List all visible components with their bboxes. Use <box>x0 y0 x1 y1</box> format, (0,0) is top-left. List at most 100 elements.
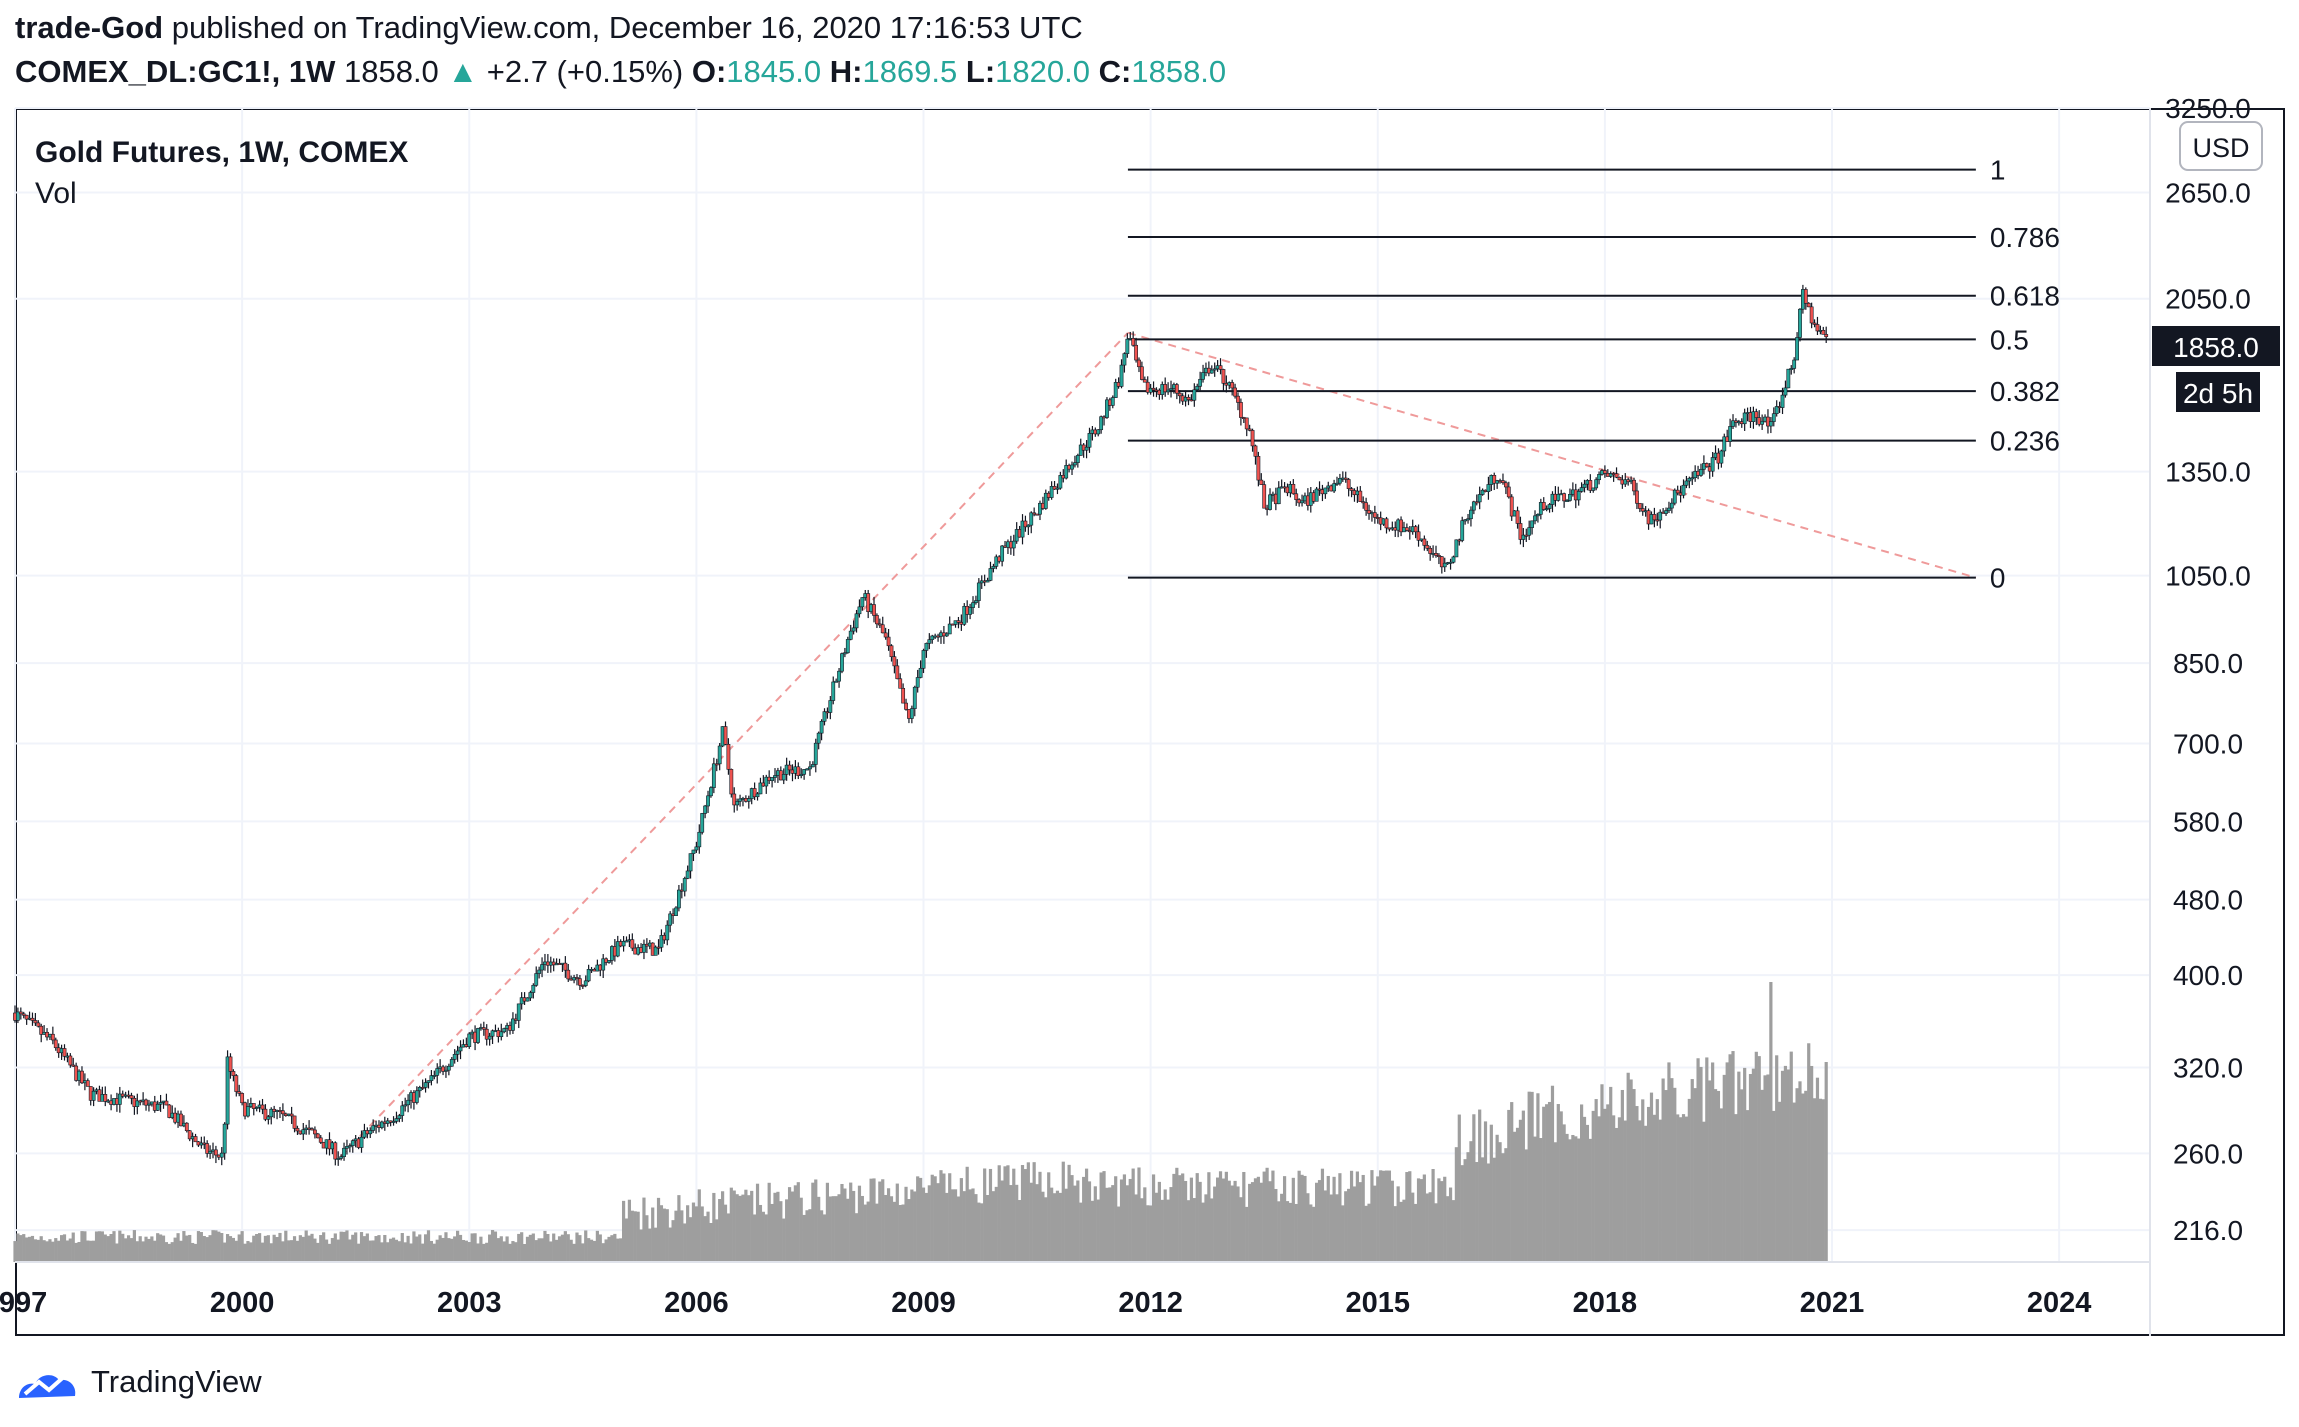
candle-body <box>295 1128 300 1132</box>
candle-body <box>50 1033 55 1041</box>
tradingview-footer[interactable]: TradingView <box>15 1362 262 1402</box>
x-tick-label: 2012 <box>1118 1287 1183 1319</box>
volume-bar <box>1533 1136 1537 1262</box>
volume-bar <box>426 1230 431 1262</box>
candle-body <box>1119 364 1124 387</box>
volume-bar <box>1315 1182 1319 1262</box>
volume-bar <box>112 1231 116 1262</box>
candle-body <box>455 1050 460 1055</box>
candle-body <box>516 1003 521 1021</box>
candle-body <box>703 805 708 814</box>
candle-body <box>974 600 978 604</box>
volume-bar <box>1003 1166 1007 1262</box>
candle-body <box>1259 479 1264 485</box>
candle-body <box>1672 489 1677 504</box>
volume-bar <box>188 1234 192 1262</box>
candle-body <box>691 849 696 854</box>
candle-body <box>1754 411 1759 418</box>
volume-bar <box>1428 1192 1432 1262</box>
last-price: 1858.0 <box>343 54 439 89</box>
candle-body <box>1110 397 1115 406</box>
volume-bar <box>1585 1124 1590 1262</box>
volume-bar <box>1233 1180 1237 1262</box>
candle-body <box>444 1069 448 1072</box>
candle-body <box>566 969 571 980</box>
volume-bar <box>904 1186 908 1262</box>
fib-level-label: 0.618 <box>1990 281 2060 312</box>
volume-bar <box>1154 1192 1159 1262</box>
volume-bar <box>1242 1171 1246 1262</box>
volume-bar <box>869 1178 873 1262</box>
volume-bar <box>587 1238 591 1262</box>
candle-body <box>1332 483 1336 492</box>
candle-body <box>205 1143 210 1154</box>
volume-bar <box>723 1204 728 1262</box>
volume-bar <box>1821 1099 1825 1262</box>
volume-bar <box>493 1231 498 1262</box>
grid-layer <box>14 107 2150 1262</box>
candle-body <box>1652 514 1657 521</box>
candle-body <box>1815 324 1820 332</box>
volume-bar <box>1067 1164 1071 1262</box>
volume-bar <box>1151 1174 1156 1262</box>
volume-bar <box>994 1186 998 1262</box>
currency-button[interactable]: USD <box>2179 121 2263 171</box>
volume-bar <box>1253 1178 1258 1262</box>
volume-bar <box>1239 1197 1243 1262</box>
volume-bar <box>1114 1176 1118 1262</box>
volume-bar <box>1530 1091 1534 1262</box>
volume-bar <box>1623 1120 1627 1262</box>
volume-bar <box>808 1209 812 1262</box>
volume-bar <box>185 1235 189 1262</box>
volume-bar <box>51 1241 55 1262</box>
candle-body <box>1140 366 1144 380</box>
candle-body <box>1821 330 1826 335</box>
candle-body <box>700 813 705 833</box>
candle-body <box>1425 545 1430 549</box>
volume-bar <box>359 1232 364 1262</box>
volume-bar <box>25 1237 29 1262</box>
volume-bar <box>441 1237 445 1262</box>
volume-bar <box>1539 1138 1543 1262</box>
volume-bar <box>1434 1203 1438 1262</box>
candle-body <box>147 1103 151 1106</box>
candle-body <box>845 639 850 654</box>
volume-bar <box>1687 1098 1691 1262</box>
volume-bar <box>1117 1206 1121 1262</box>
candle-body <box>988 568 993 581</box>
candle-body <box>1699 468 1703 476</box>
candle-body <box>534 973 539 986</box>
candle-body <box>915 677 920 688</box>
candle-body <box>1524 534 1529 537</box>
volume-bar <box>983 1168 987 1262</box>
candle-body <box>417 1087 422 1092</box>
volume-bar <box>467 1242 471 1262</box>
author-name[interactable]: trade-God <box>15 10 164 45</box>
volume-bar <box>1437 1178 1441 1262</box>
volume-bar <box>1198 1181 1202 1262</box>
volume-bar <box>1271 1170 1275 1262</box>
volume-bar <box>753 1214 757 1262</box>
candle-body <box>53 1039 58 1049</box>
volume-bar <box>1641 1099 1645 1262</box>
volume-bar <box>927 1185 931 1262</box>
candle-body <box>1055 487 1060 490</box>
candle-body <box>1032 512 1037 515</box>
volume-bar <box>965 1166 969 1262</box>
candle-body <box>336 1158 341 1160</box>
volume-bar <box>1248 1183 1252 1262</box>
candle-body <box>968 607 973 615</box>
candle-body <box>1728 426 1733 442</box>
volume-bar <box>196 1231 201 1262</box>
candle-body <box>1806 302 1811 308</box>
volume-bar <box>1731 1051 1735 1262</box>
volume-bar <box>1035 1184 1039 1262</box>
volume-bar <box>546 1234 550 1262</box>
volume-bar <box>1288 1202 1293 1262</box>
candle-body <box>345 1146 349 1149</box>
volume-bar <box>709 1222 713 1262</box>
candle-body <box>819 720 824 734</box>
volume-bar <box>971 1188 975 1262</box>
candle-body <box>1201 372 1205 380</box>
